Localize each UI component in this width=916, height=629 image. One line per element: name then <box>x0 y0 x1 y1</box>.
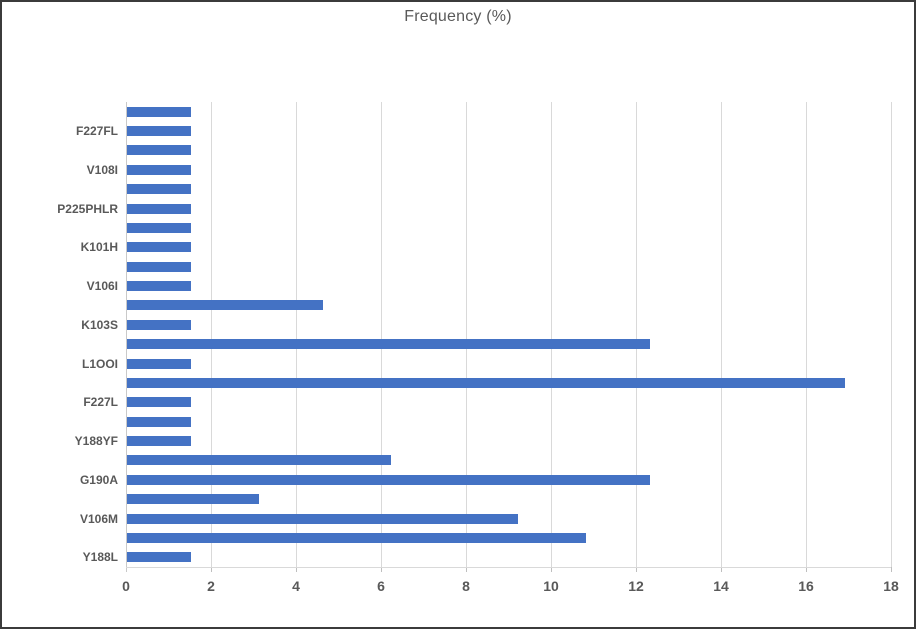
y-axis-label: Y188YF <box>74 434 118 449</box>
y-axis-label: P225PHLR <box>57 201 118 216</box>
x-axis-tick-label: 6 <box>377 578 385 594</box>
bar <box>127 416 191 427</box>
x-axis-tick <box>891 567 892 572</box>
x-axis-tick-label: 12 <box>628 578 644 594</box>
bar <box>127 358 191 369</box>
y-axis-line <box>126 102 127 572</box>
gridline <box>891 102 892 567</box>
x-axis-tick <box>381 567 382 572</box>
bar <box>127 339 650 350</box>
x-axis-tick <box>466 567 467 572</box>
x-axis-tick-label: 0 <box>122 578 130 594</box>
x-axis-tick-label: 4 <box>292 578 300 594</box>
bar <box>127 397 191 408</box>
bar <box>127 222 191 233</box>
chart-title: Frequency (%) <box>404 8 512 25</box>
bar <box>127 242 191 253</box>
y-axis-label: F227FL <box>75 124 118 139</box>
bar <box>127 281 191 292</box>
gridline <box>296 102 297 567</box>
gridline <box>551 102 552 567</box>
x-axis-tick-label: 8 <box>462 578 470 594</box>
bar <box>127 436 191 447</box>
x-axis-tick <box>806 567 807 572</box>
gridline <box>636 102 637 567</box>
x-axis-tick-label: 16 <box>798 578 814 594</box>
y-axis-label: G190A <box>79 472 118 487</box>
bar <box>127 184 191 195</box>
x-axis-tick <box>636 567 637 572</box>
bar <box>127 474 650 485</box>
y-axis-label: L1OOI <box>81 356 118 371</box>
bar <box>127 494 259 505</box>
y-axis-label: V106I <box>86 279 118 294</box>
gridline <box>211 102 212 567</box>
x-axis-tick-label: 14 <box>713 578 729 594</box>
gridline <box>466 102 467 567</box>
bar <box>127 552 191 563</box>
y-axis-label: V106M <box>79 511 118 526</box>
gridline <box>806 102 807 567</box>
bar <box>127 203 191 214</box>
x-axis-tick-label: 2 <box>207 578 215 594</box>
bar <box>127 319 191 330</box>
bar <box>127 532 586 543</box>
bar <box>127 164 191 175</box>
x-axis-tick-label: 10 <box>543 578 559 594</box>
x-axis-tick <box>721 567 722 572</box>
bar <box>127 513 518 524</box>
bar <box>127 377 846 388</box>
x-axis-tick <box>296 567 297 572</box>
x-axis-tick-label: 18 <box>883 578 899 594</box>
y-axis-label: V108I <box>86 162 118 177</box>
bar <box>127 145 191 156</box>
x-axis-line <box>126 567 891 568</box>
y-axis-label: K103S <box>81 317 118 332</box>
bar <box>127 455 391 466</box>
bar <box>127 261 191 272</box>
bar <box>127 126 191 137</box>
gridline <box>721 102 722 567</box>
x-axis-tick <box>551 567 552 572</box>
y-axis-label: K101H <box>80 240 118 255</box>
gridline <box>381 102 382 567</box>
y-axis-label: F227L <box>83 395 118 410</box>
y-axis-label: Y188L <box>82 550 118 565</box>
x-axis-tick <box>211 567 212 572</box>
bar <box>127 300 323 311</box>
bar <box>127 106 191 117</box>
